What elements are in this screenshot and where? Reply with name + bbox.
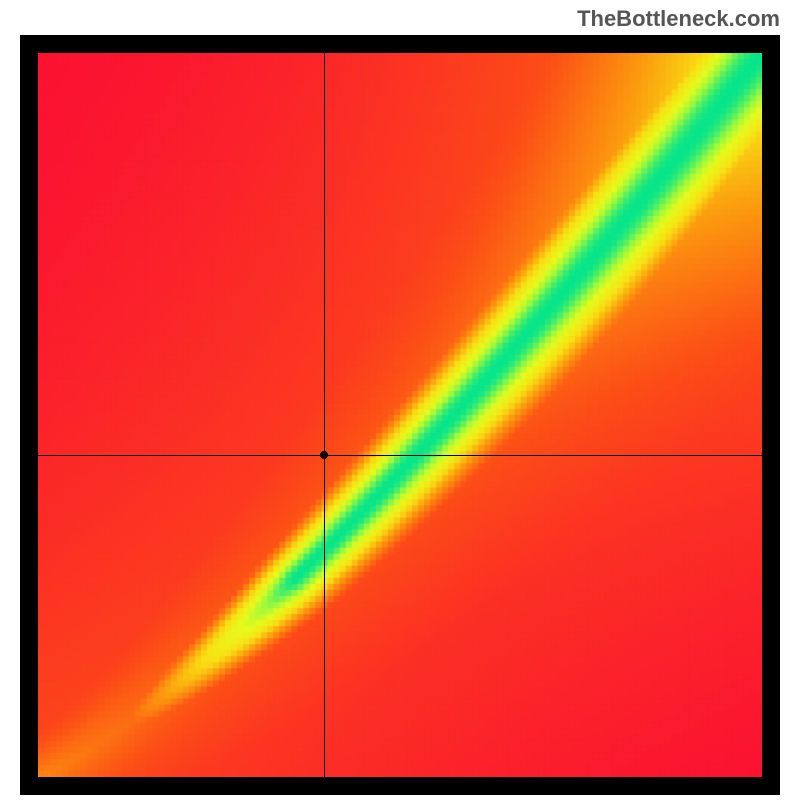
crosshair-vertical	[324, 53, 325, 777]
crosshair-marker	[320, 451, 328, 459]
watermark-text: TheBottleneck.com	[577, 6, 780, 32]
plot-frame	[20, 35, 780, 795]
bottleneck-heatmap	[38, 53, 762, 777]
crosshair-horizontal	[38, 455, 762, 456]
